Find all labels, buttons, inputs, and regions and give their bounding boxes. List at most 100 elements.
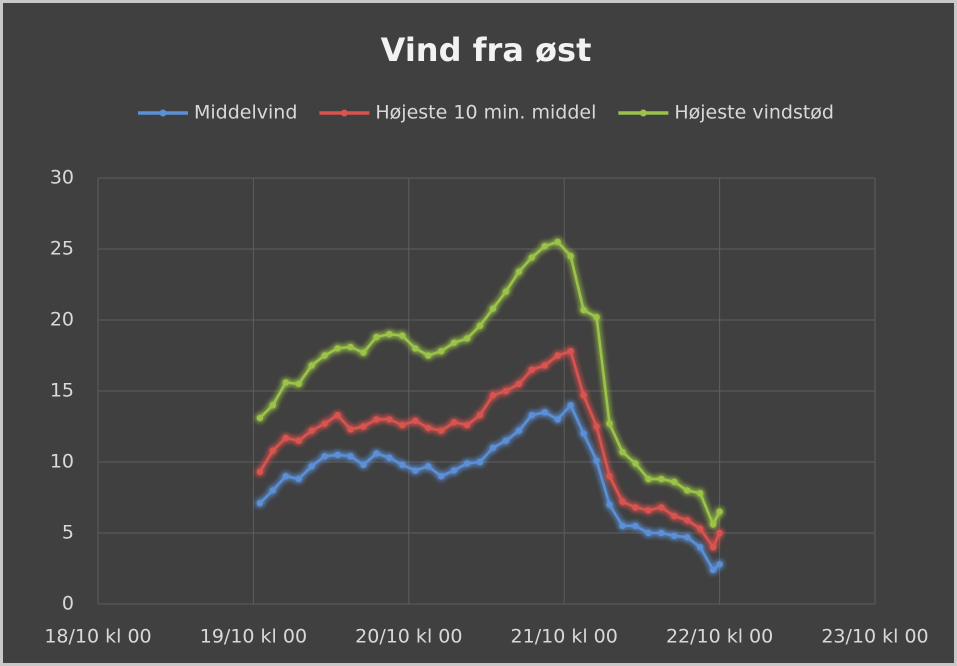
data-point (671, 478, 678, 486)
data-point (593, 313, 600, 321)
data-point (386, 331, 393, 338)
x-tick-label: 18/10 kl 00 (44, 626, 151, 648)
series (256, 238, 723, 528)
y-tick-label: 30 (50, 167, 74, 189)
data-point (567, 348, 574, 355)
data-point (502, 387, 510, 395)
data-point (321, 352, 328, 359)
legend-label: Højeste 10 min. middel (375, 102, 596, 124)
x-tick-label: 23/10 kl 00 (821, 626, 928, 648)
y-tick-label: 5 (62, 522, 74, 544)
data-point (269, 447, 277, 454)
x-tick-label: 19/10 kl 00 (200, 626, 307, 648)
data-point (580, 306, 587, 314)
data-point (684, 534, 691, 541)
data-point (696, 490, 704, 497)
data-point (347, 343, 354, 351)
data-point (567, 402, 574, 409)
series (256, 348, 723, 551)
legend-item: Middelvind (138, 102, 297, 124)
data-point (373, 416, 380, 423)
data-point (425, 352, 432, 359)
series (256, 402, 723, 574)
data-point (269, 487, 277, 494)
data-point (541, 242, 548, 250)
data-point (269, 402, 277, 409)
data-point (321, 453, 328, 460)
y-tick-label: 20 (50, 309, 74, 331)
data-point (360, 423, 367, 430)
data-point (716, 561, 723, 568)
data-point (619, 448, 626, 456)
data-point (528, 366, 536, 373)
data-point (399, 421, 406, 429)
data-point (282, 434, 289, 442)
data-point (593, 457, 600, 464)
data-point (606, 420, 613, 427)
data-point (450, 419, 458, 426)
data-point (256, 414, 264, 422)
y-tick-label: 10 (50, 451, 74, 473)
data-point (489, 392, 497, 399)
data-point (528, 411, 536, 419)
legend-item: Højeste 10 min. middel (319, 102, 596, 124)
x-tick-label: 20/10 kl 00 (355, 626, 462, 648)
data-point (515, 427, 523, 434)
y-tick-label: 0 (62, 593, 74, 615)
data-point (671, 512, 678, 520)
data-point (360, 461, 367, 469)
data-point (295, 380, 302, 388)
data-point (321, 420, 328, 427)
data-point (502, 437, 510, 444)
data-point (489, 305, 497, 312)
data-point (632, 504, 639, 511)
data-point (347, 453, 354, 460)
data-point (437, 348, 445, 355)
data-point (554, 416, 561, 423)
data-point (502, 288, 510, 295)
data-point (425, 424, 432, 432)
legend-marker (159, 109, 167, 117)
chart-title: Vind fra øst (381, 31, 592, 69)
data-point (412, 417, 419, 425)
data-point (716, 508, 723, 515)
data-point (334, 411, 341, 419)
data-point (463, 460, 471, 467)
data-point (580, 392, 587, 399)
data-point (619, 522, 626, 530)
data-point (256, 468, 264, 476)
x-tick-label: 22/10 kl 00 (666, 626, 773, 648)
data-point (463, 335, 471, 342)
data-point (632, 522, 639, 530)
data-point (528, 254, 536, 261)
data-point (709, 566, 717, 574)
data-point (412, 467, 419, 474)
data-point (554, 352, 561, 359)
data-point (308, 362, 315, 369)
data-point (684, 487, 691, 494)
data-point (360, 349, 367, 356)
data-point (515, 268, 523, 275)
data-point (567, 252, 574, 260)
data-point (645, 507, 652, 514)
data-point (476, 322, 484, 329)
data-point (450, 339, 458, 346)
data-point (412, 345, 419, 352)
data-point (386, 454, 393, 461)
data-point (489, 444, 497, 451)
legend-label: Middelvind (194, 102, 297, 124)
data-point (308, 427, 315, 434)
data-point (399, 461, 406, 469)
data-point (256, 499, 264, 507)
data-point (308, 463, 315, 470)
data-point (696, 525, 704, 532)
x-tick-label: 21/10 kl 00 (511, 626, 618, 648)
data-point (709, 521, 717, 528)
data-point (295, 475, 302, 483)
data-point (386, 416, 393, 423)
data-point (334, 345, 341, 352)
data-point (716, 529, 723, 537)
data-point (295, 437, 302, 444)
data-point (658, 529, 665, 537)
data-point (606, 473, 613, 480)
